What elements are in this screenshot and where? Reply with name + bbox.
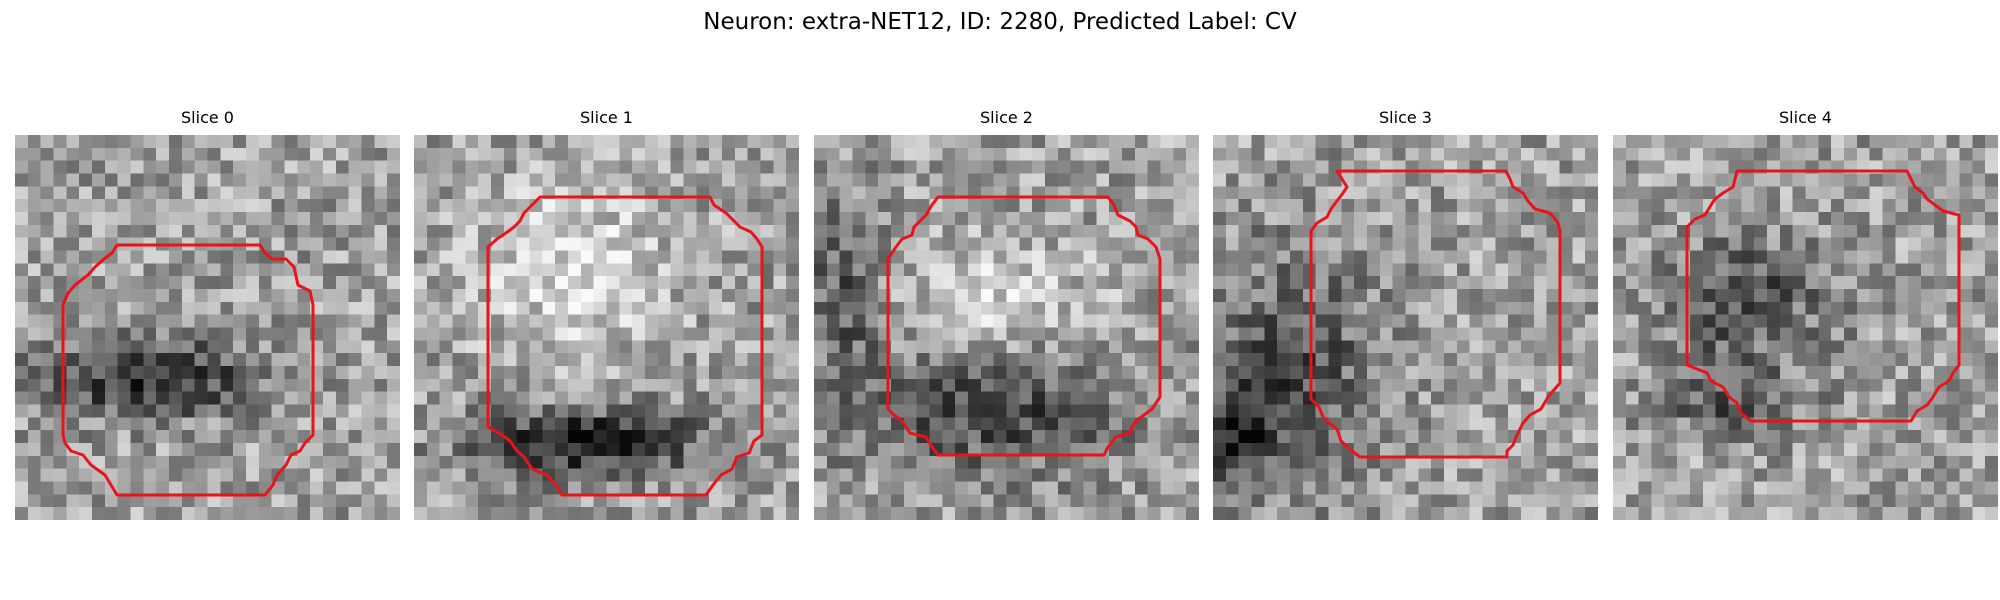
slice-panel-3: Slice 3	[1213, 108, 1598, 520]
slice-image-0	[15, 135, 400, 520]
slice-title-0: Slice 0	[181, 108, 234, 127]
roi-contour	[1685, 169, 1961, 423]
roi-contour	[61, 243, 315, 497]
slice-image-4	[1613, 135, 1998, 520]
slice-title-2: Slice 2	[980, 108, 1033, 127]
roi-contour	[886, 195, 1162, 457]
slice-panel-1: Slice 1	[414, 108, 799, 520]
slice-title-4: Slice 4	[1779, 108, 1832, 127]
grayscale-micrograph	[414, 135, 799, 520]
slice-image-1	[414, 135, 799, 520]
grayscale-micrograph	[1613, 135, 1998, 520]
slice-title-1: Slice 1	[580, 108, 633, 127]
figure-title: Neuron: extra-NET12, ID: 2280, Predicted…	[703, 9, 1297, 35]
slice-panel-2: Slice 2	[814, 108, 1199, 520]
slice-panel-0: Slice 0	[15, 108, 400, 520]
slice-title-3: Slice 3	[1379, 108, 1432, 127]
slice-panel-4: Slice 4	[1613, 108, 1998, 520]
roi-contour	[1309, 169, 1562, 459]
slice-image-3	[1213, 135, 1598, 520]
slice-image-2	[814, 135, 1199, 520]
roi-contour	[486, 195, 764, 497]
grayscale-micrograph	[15, 135, 400, 520]
